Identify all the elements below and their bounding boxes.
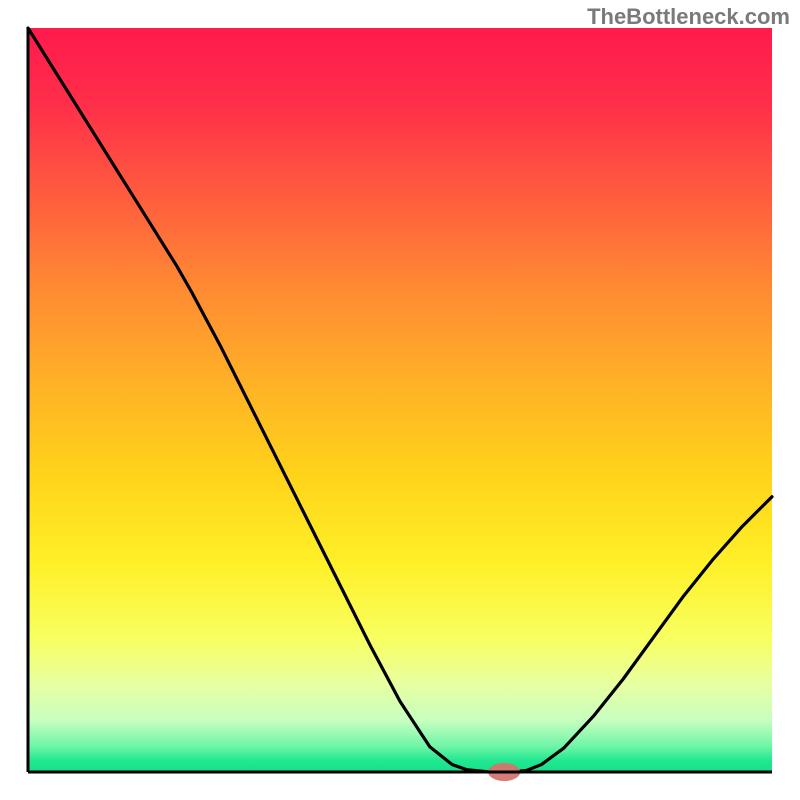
chart-container: TheBottleneck.com (0, 0, 800, 800)
plot-background (28, 28, 772, 772)
watermark-text: TheBottleneck.com (587, 4, 790, 30)
bottleneck-chart (0, 0, 800, 800)
